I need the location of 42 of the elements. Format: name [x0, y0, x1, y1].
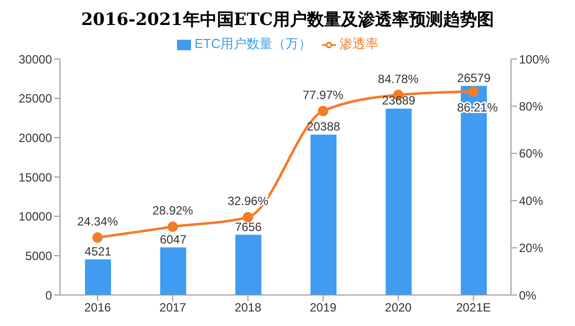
data-label: 24.34% [77, 214, 118, 229]
bar [160, 247, 186, 295]
data-label: 4521 [84, 244, 112, 258]
y2-tick-label: 100% [519, 52, 550, 66]
data-label: 26579 [457, 70, 491, 85]
x-tick-label: 2020 [384, 300, 412, 315]
y-tick-label: 25000 [18, 92, 52, 106]
y2-tick-label: 20% [519, 241, 544, 256]
x-tick-label: 2016 [84, 300, 112, 315]
bar [85, 259, 111, 295]
y2-tick-label: 60% [519, 146, 544, 161]
y-tick-label: 0 [45, 288, 52, 302]
legend-label: 渗透率 [340, 36, 378, 51]
data-label: 28.92% [152, 204, 194, 218]
x-tick-label: 2021E [456, 300, 491, 315]
y-tick-label: 15000 [18, 170, 52, 184]
legend-label: ETC用户数量（万） [194, 36, 312, 51]
data-label: 23689 [382, 94, 416, 108]
bar [235, 234, 262, 295]
bar [386, 108, 412, 295]
point [168, 222, 178, 232]
point [468, 86, 479, 97]
y2-tick-label: 0% [519, 288, 537, 302]
data-label: 7656 [234, 220, 262, 234]
x-tick-label: 2018 [234, 300, 262, 315]
x-tick-label: 2017 [159, 300, 186, 315]
data-label: 20388 [306, 120, 341, 134]
y2-tick-label: 40% [519, 194, 544, 208]
x-tick-label: 2019 [310, 300, 337, 315]
bar [310, 134, 336, 295]
chart-title: 2016-2021年中国ETC用户数量及渗透率预测趋势图 [80, 9, 495, 31]
y-tick-label: 20000 [18, 130, 52, 145]
point [318, 106, 328, 116]
data-label: 6047 [160, 232, 187, 246]
point [242, 212, 254, 222]
y-tick-label: 10000 [18, 210, 52, 224]
data-label: 77.97% [302, 88, 344, 102]
data-label: 84.78% [378, 72, 419, 86]
y2-tick-label: 80% [519, 99, 544, 114]
point [92, 232, 103, 243]
y-tick-label: 30000 [18, 52, 52, 66]
y-tick-label: 5000 [25, 248, 52, 263]
